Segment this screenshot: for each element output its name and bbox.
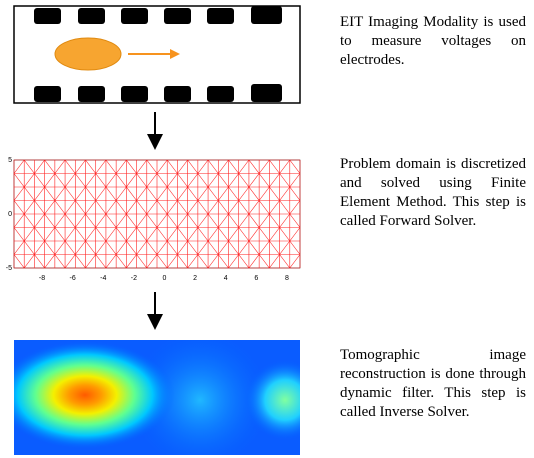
x-tick-label: 0	[163, 275, 167, 282]
reconstruction-image	[14, 340, 300, 455]
fem-mesh	[14, 160, 300, 268]
y-tick-label: -5	[6, 265, 12, 272]
x-tick-label: -2	[131, 275, 137, 282]
electrode-panel	[14, 6, 300, 103]
y-tick-label: 5	[8, 157, 12, 164]
figure: 5 0 -5 -8 -6 -4 -2 0 2 4 6 8 EIT Imaging Modality i…	[0, 0, 534, 458]
mesh-lines	[14, 160, 300, 268]
x-tick-label: -4	[100, 275, 106, 282]
x-tick-label: -6	[70, 275, 76, 282]
x-tick-label: -8	[39, 275, 45, 282]
x-tick-label: 4	[224, 275, 228, 282]
x-tick-label: 6	[254, 275, 258, 282]
x-tick-label: 2	[193, 275, 197, 282]
caption: Problem domain is discretized and solved…	[340, 155, 526, 231]
x-tick-label: 8	[285, 275, 289, 282]
caption: EIT Imaging Modality is used to measure …	[340, 13, 526, 70]
caption: Tomographic image reconstruction is done…	[340, 346, 526, 422]
y-tick-label: 0	[8, 211, 12, 218]
